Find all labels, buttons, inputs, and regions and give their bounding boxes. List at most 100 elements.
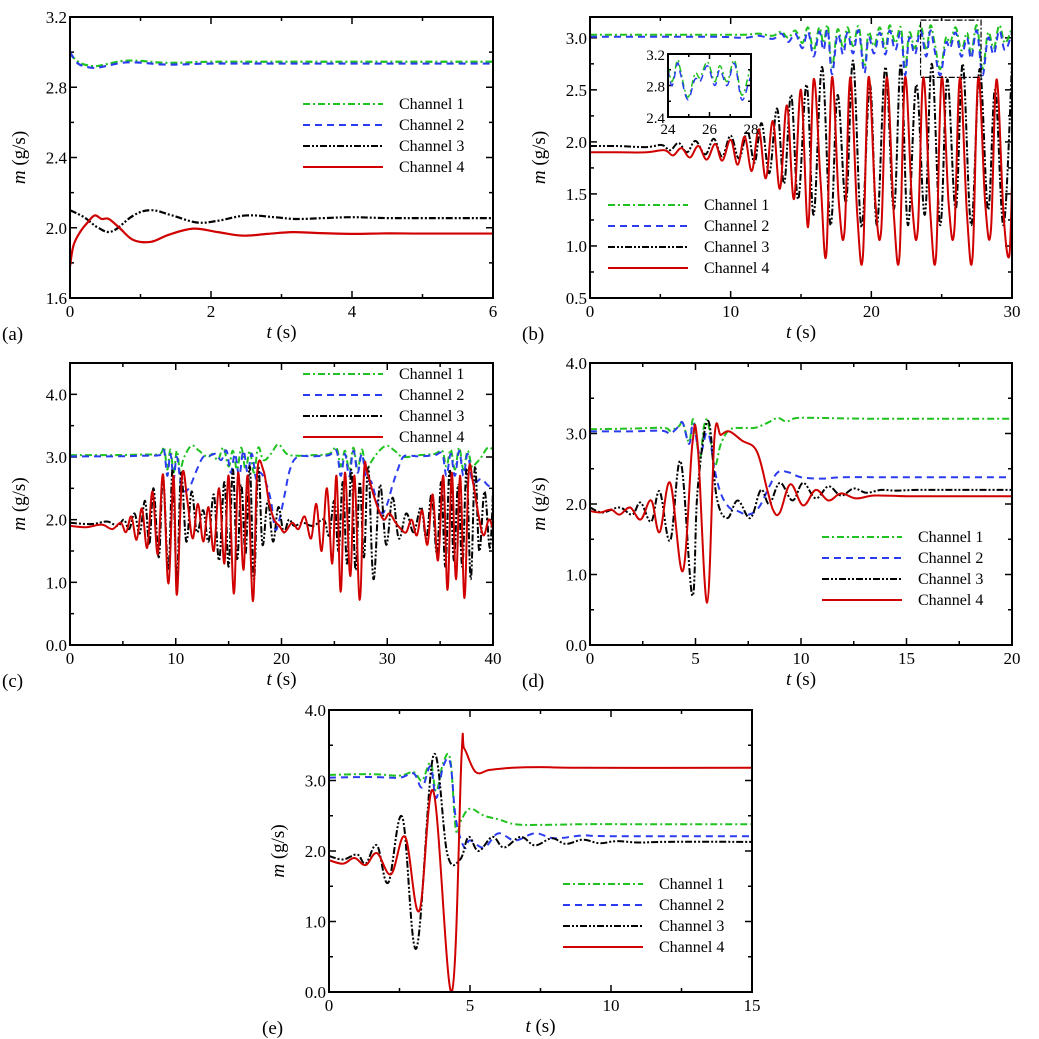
x-axis-variable: t [266, 322, 272, 343]
x-tick-label: 30 [379, 649, 396, 668]
plot-frame [328, 709, 753, 993]
series-channel-1 [70, 53, 493, 68]
series-channel-1 [590, 23, 1012, 71]
y-tick-label: 1.0 [566, 566, 587, 585]
legend-label: Channel 2 [399, 387, 464, 404]
x-tick-label: 5 [691, 649, 700, 668]
x-axis-title: t (s) [266, 669, 296, 690]
series-channel-2 [70, 51, 493, 70]
series-group [668, 59, 751, 101]
series-group [70, 443, 493, 603]
legend-label: Channel 3 [704, 239, 769, 256]
y-tick-label: 2.0 [46, 511, 67, 530]
legend-label: Channel 3 [659, 918, 724, 935]
x-axis-title: t (s) [786, 669, 816, 690]
legend-label: Channel 1 [399, 366, 464, 383]
legend-item: Channel 1 [303, 366, 464, 383]
zoom-region-box [919, 19, 982, 78]
series-channel-1 [70, 443, 493, 474]
series-channel-4 [70, 214, 493, 267]
y-tick-label: 0.0 [46, 636, 67, 655]
x-tick-label: 6 [489, 302, 498, 321]
legend-label: Channel 4 [659, 939, 724, 956]
inset-frame [667, 53, 752, 118]
y-axis-unit: (g/s) [9, 477, 30, 517]
y-tick-label: 3.0 [305, 772, 326, 791]
inset-x-tick-label: 24 [661, 122, 677, 138]
series-group [590, 416, 1012, 604]
legend-item: Channel 4 [608, 260, 769, 277]
x-axis-title: t (s) [525, 1016, 555, 1037]
legend-label: Channel 2 [704, 218, 769, 235]
x-tick-label: 0 [66, 302, 75, 321]
x-tick-label: 5 [466, 996, 475, 1015]
x-axis-title: t (s) [266, 322, 296, 343]
panel-d: 0 5 10 15 20 0.0 1.0 2.0 3.0 4.0 t (s) m (g/s) (d) Ch… [522, 354, 1021, 692]
panel-label: (d) [522, 671, 544, 692]
y-tick-label: 2.0 [305, 842, 326, 861]
series-channel-2 [329, 757, 752, 850]
y-axis-unit: (g/s) [529, 131, 550, 171]
x-tick-label: 10 [793, 649, 810, 668]
panel-label: (b) [522, 324, 544, 345]
x-tick-label: 0 [586, 649, 595, 668]
legend-item: Channel 1 [563, 876, 724, 893]
panel-b: 0 10 20 30 0.5 1.0 1.5 2.0 2.5 3.0 24 26 28 2.4 2.8 3.2… [522, 16, 1021, 345]
x-tick-label: 30 [1004, 302, 1021, 321]
legend: Channel 1 Channel 2 Channel 3 Channel 4 [563, 876, 724, 956]
x-axis-unit: (s) [272, 669, 297, 690]
x-tick-label: 15 [898, 649, 915, 668]
x-tick-label: 0 [586, 302, 595, 321]
panel-a: 0 2 4 6 1.6 2.0 2.4 2.8 3.2 t (s) m (g/s) (a) Channe… [2, 8, 497, 345]
y-axis-title: m (g/s) [529, 131, 550, 184]
series-channel-4 [590, 422, 1012, 604]
y-tick-label: 3.0 [566, 29, 587, 48]
legend: Channel 1 Channel 2 Channel 3 Channel 4 [608, 197, 769, 277]
y-tick-label: 4.0 [566, 354, 587, 373]
legend-item: Channel 1 [303, 96, 464, 113]
y-axis-variable: m [268, 864, 289, 878]
series-channel-2 [70, 448, 493, 531]
panel-e: 0 5 10 15 0.0 1.0 2.0 3.0 4.0 t (s) m (g/s) (e) Chan… [262, 701, 761, 1039]
plot-frame [69, 362, 494, 646]
legend-item: Channel 1 [608, 197, 769, 214]
y-axis-unit: (g/s) [268, 824, 289, 864]
inset-x-tick-label: 28 [744, 122, 759, 138]
y-axis-title: m (g/s) [9, 131, 30, 184]
panel-label: (c) [2, 671, 23, 692]
series-channel-1 [590, 416, 1012, 467]
y-axis-variable: m [529, 170, 550, 184]
x-tick-label: 10 [167, 649, 184, 668]
y-tick-label: 2.5 [566, 81, 587, 100]
y-axis-variable: m [9, 170, 30, 184]
y-tick-label: 2.0 [46, 219, 67, 238]
legend-label: Channel 2 [399, 117, 464, 134]
panel-c: 0 10 20 30 40 0.0 1.0 2.0 3.0 4.0 t (s) m (g/s) (c) C… [2, 362, 502, 692]
series-channel-4 [329, 732, 752, 992]
panel-label: (a) [2, 324, 23, 345]
x-tick-label: 4 [348, 302, 357, 321]
legend-item: Channel 3 [822, 571, 983, 588]
x-tick-label: 0 [325, 996, 334, 1015]
series-channel-2 [590, 28, 1012, 77]
panel-label: (e) [262, 1018, 283, 1039]
y-tick-label: 2.4 [46, 149, 68, 168]
series-group [70, 51, 493, 267]
x-tick-label: 10 [603, 996, 620, 1015]
x-tick-label: 15 [744, 996, 761, 1015]
y-tick-label: 1.0 [46, 573, 67, 592]
y-tick-label: 4.0 [305, 701, 326, 720]
legend-item: Channel 4 [303, 429, 464, 446]
series-channel-3 [590, 59, 1012, 229]
y-tick-label: 1.0 [566, 237, 587, 256]
legend-label: Channel 3 [918, 571, 983, 588]
y-tick-label: 0.5 [566, 289, 587, 308]
y-tick-label: 3.2 [46, 8, 67, 27]
y-axis-title: m (g/s) [268, 824, 289, 877]
series-channel-3 [329, 752, 752, 950]
x-axis-variable: t [525, 1016, 531, 1037]
legend-item: Channel 1 [822, 529, 983, 546]
y-axis-unit: (g/s) [9, 131, 30, 171]
series-channel-4 [590, 76, 1012, 266]
inset-x-tick-label: 26 [702, 122, 718, 138]
